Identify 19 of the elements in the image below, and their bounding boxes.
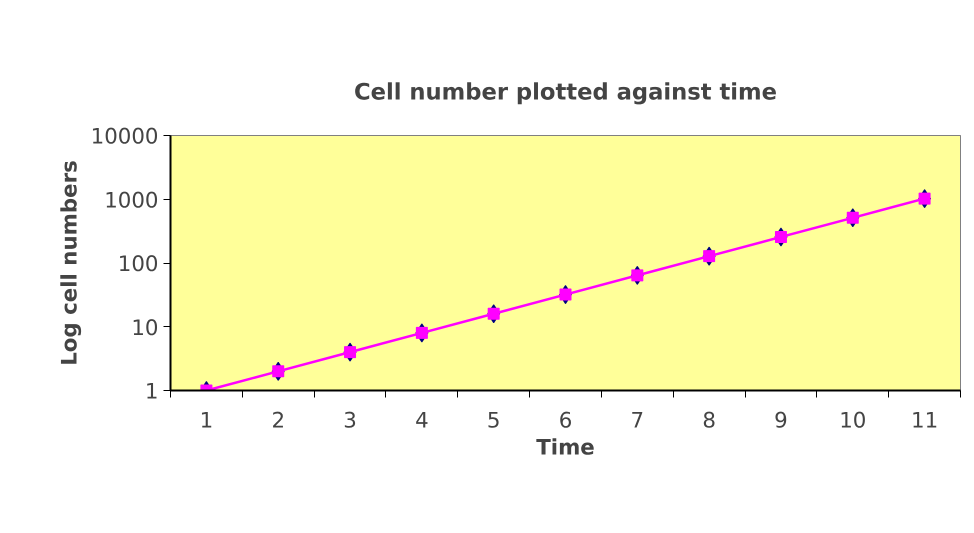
- chart-title: Cell number plotted against time: [354, 80, 778, 106]
- x-tick-label: 7: [630, 408, 644, 434]
- y-tick-label: 10000: [90, 124, 159, 150]
- x-tick-label: 8: [702, 408, 716, 434]
- y-tick-label: 100: [118, 252, 159, 277]
- x-tick-label: 11: [911, 408, 938, 434]
- x-tick-label: 1: [200, 408, 214, 434]
- x-axis-title: Time: [536, 436, 595, 460]
- y-tick-label: 1: [144, 380, 159, 404]
- y-axis-title: Log cell numbers: [58, 160, 83, 366]
- x-tick-label: 10: [839, 408, 866, 434]
- y-tick-label: 10: [131, 316, 158, 341]
- x-tick-label: 6: [558, 408, 572, 434]
- x-tick-label: 4: [415, 408, 429, 434]
- x-tick-label: 5: [486, 408, 500, 434]
- x-tick-label: 3: [343, 408, 357, 434]
- x-tick-label: 2: [271, 408, 286, 434]
- y-tick-label: 1000: [104, 188, 159, 214]
- x-tick-label: 9: [774, 408, 788, 434]
